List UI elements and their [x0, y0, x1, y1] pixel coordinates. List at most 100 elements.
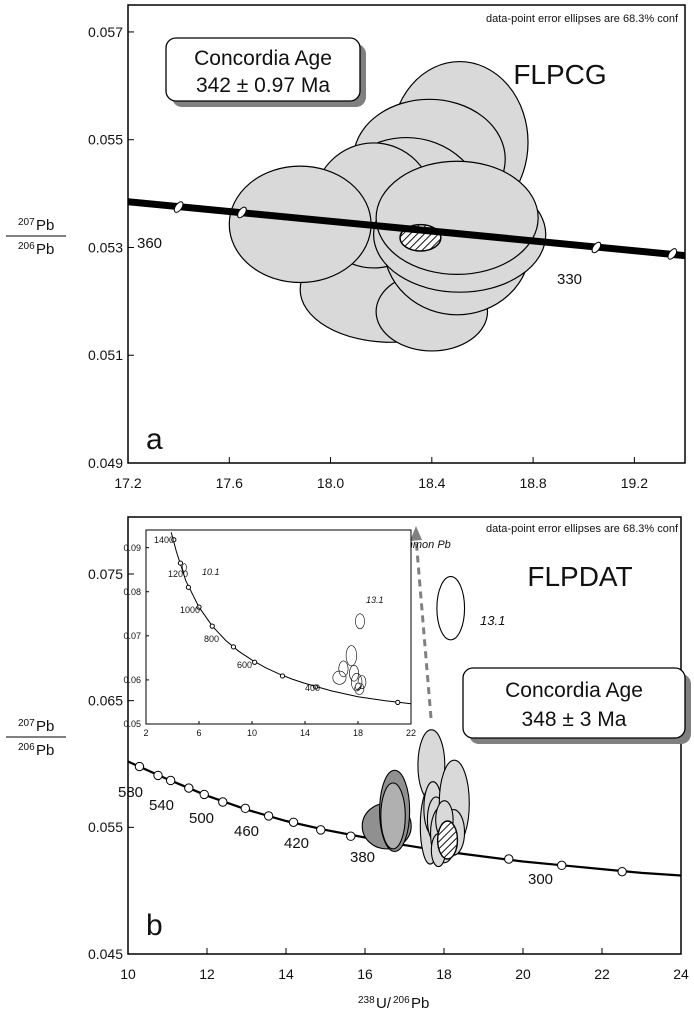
inset-error-ellipse — [355, 613, 365, 630]
panel-b-concordia-age-marker — [218, 797, 228, 807]
inset-ytick-label: 0.08 — [123, 587, 141, 597]
panel-b-age-label-420: 420 — [284, 835, 309, 852]
panel-b-xtick-label: 22 — [594, 966, 610, 982]
ylabel-a-pb-top: Pb — [36, 217, 54, 234]
panel-b-concordia-age-marker — [346, 831, 356, 841]
xlabel-u: U/ — [376, 995, 392, 1012]
inset-xtick-label: 10 — [247, 728, 257, 738]
inset-point-label-13-1: 13.1 — [366, 595, 384, 605]
panel-a-concordia — [128, 198, 685, 260]
panel-a-xtick-label: 17.6 — [216, 475, 243, 491]
panel-b-age-label-580: 580 — [118, 784, 143, 801]
panel-a-concordia-curve — [128, 198, 685, 260]
panel-a-concordia-age-marker — [667, 248, 678, 260]
inset-age-800: 800 — [204, 634, 219, 644]
inset-error-ellipse — [351, 672, 363, 692]
panel-b-concordia-line1: Concordia Age — [505, 679, 643, 702]
ylabel-b-206: 206 — [18, 742, 35, 753]
inset-concordia-age-marker — [252, 659, 258, 665]
ylabel-b-pb-top: Pb — [36, 718, 54, 735]
panel-a-ytick-label: 0.055 — [88, 132, 123, 148]
panel-a-ticks: 17.2 17.6 18.0 18.4 18.8 19.2 0.049 0.051 0.053 0… — [88, 24, 648, 491]
ylabel-b-pb-bottom: Pb — [36, 742, 54, 759]
inset-ytick-label: 0.05 — [123, 719, 141, 729]
panel-a-frame — [127, 4, 686, 464]
panel-b-concordia-age-marker — [184, 783, 194, 793]
panel-b-point-label: 13.1 — [480, 613, 505, 628]
inset-error-ellipse — [182, 563, 187, 572]
panel-a-xtick-label: 18.4 — [418, 475, 445, 491]
inset-age-600: 600 — [237, 660, 252, 670]
panel-b-ticks: 10 12 14 16 18 20 22 24 0.045 0.055 0.065 0.075 — [88, 566, 689, 982]
panel-a-ytick-label: 0.057 — [88, 24, 123, 40]
inset-ytick-label: 0.09 — [123, 543, 141, 553]
panel-a-xtick-label: 17.2 — [114, 475, 141, 491]
panel-b-xtick-label: 18 — [436, 966, 452, 982]
panel-b-concordia-box: Concordia Age 348 ± 3 Ma — [462, 667, 691, 744]
ylabel-a-206: 206 — [18, 241, 35, 252]
panel-b-ylabel: 207 Pb 206 Pb — [6, 718, 66, 759]
ylabel-a-207: 207 — [18, 217, 35, 228]
inset-concordia-curve — [170, 532, 411, 705]
panel-b-xtick-label: 16 — [357, 966, 373, 982]
panel-b-age-label-300: 300 — [528, 871, 553, 888]
panel-b-concordia-age-marker — [165, 775, 176, 786]
inset-xtick-label: 22 — [406, 728, 416, 738]
panel-a-xtick-label: 18.8 — [519, 475, 546, 491]
inset-concordia-age-ellipse — [355, 682, 361, 691]
inset-concordia-age-marker — [185, 584, 191, 590]
panel-b-common-pb-arrow — [410, 526, 433, 719]
panel-a-ytick-label: 0.049 — [88, 455, 123, 471]
inset-error-ellipse — [345, 645, 357, 667]
panel-a-age-label-330: 330 — [557, 271, 582, 288]
inset-ellipses — [182, 563, 367, 695]
xlabel-238: 238 — [358, 995, 375, 1006]
panel-a-ytick-label: 0.051 — [88, 347, 123, 363]
panel-b: 10 12 14 16 18 20 22 24 0.045 0.055 0.065 0.075 dat… — [88, 516, 691, 982]
xlabel: 238 U/ 206 Pb — [358, 995, 429, 1012]
inset-concordia-age-marker — [395, 699, 401, 705]
panel-b-age-label-500: 500 — [189, 810, 214, 827]
inset-concordia-age-marker — [177, 560, 184, 566]
panel-b-ytick-label: 0.045 — [88, 946, 123, 962]
panel-b-concordia-age-marker — [153, 770, 163, 781]
panel-b-ellipses — [361, 575, 470, 868]
panel-b-error-ellipse — [436, 575, 466, 641]
panel-b-error-ellipse — [380, 782, 406, 850]
inset-age-400: 400 — [305, 683, 320, 693]
panel-b-concordia-age-marker — [504, 854, 514, 864]
inset-xtick-label: 2 — [143, 728, 148, 738]
panel-b-concordia-age-marker — [263, 811, 274, 821]
inset-age-1400: 1400 — [154, 535, 174, 545]
inset-error-ellipse — [349, 665, 359, 682]
panel-b-concordia-age-marker — [617, 866, 627, 877]
xlabel-206: 206 — [393, 995, 410, 1006]
inset-point-label-10-1: 10.1 — [202, 567, 220, 577]
panel-b-note: data-point error ellipses are 68.3% conf — [486, 523, 679, 535]
panel-b-xtick-label: 14 — [278, 966, 294, 982]
panel-b-concordia-age-marker — [557, 860, 567, 871]
inset-concordia — [170, 532, 411, 705]
inset-concordia-age-marker — [230, 644, 237, 650]
panel-b-concordia-age-marker — [199, 789, 209, 800]
panel-a-concordia-age-marker — [237, 206, 247, 219]
inset-concordia-age-marker — [171, 537, 177, 543]
panel-b-xtick-label: 20 — [515, 966, 531, 982]
panel-a-label: a — [146, 423, 163, 456]
panel-b-inset: 2 6 10 14 18 22 0.05 0.06 0.07 0.08 0.09 1400 1200… — [123, 529, 416, 738]
inset-concordia-age-marker — [196, 604, 202, 610]
inset-age-1000: 1000 — [180, 605, 200, 615]
panel-b-ytick-label: 0.055 — [88, 819, 123, 835]
inset-error-ellipse — [332, 670, 347, 685]
ylabel-b-207: 207 — [18, 718, 35, 729]
inset-ticks: 2 6 10 14 18 22 0.05 0.06 0.07 0.08 0.09 — [123, 543, 416, 738]
ylabel-a-pb-bottom: Pb — [36, 241, 54, 258]
panel-b-xtick-label: 24 — [673, 966, 689, 982]
panel-a-ellipses — [228, 60, 547, 352]
panel-a-concordia-box: Concordia Age 342 ± 0.97 Ma — [165, 37, 366, 107]
panel-b-concordia-line2: 348 ± 3 Ma — [522, 708, 627, 731]
panel-b-concordia-age-marker — [316, 825, 326, 835]
panel-b-title: FLPDAT — [527, 561, 632, 592]
panel-b-concordia-age-marker — [240, 803, 251, 814]
